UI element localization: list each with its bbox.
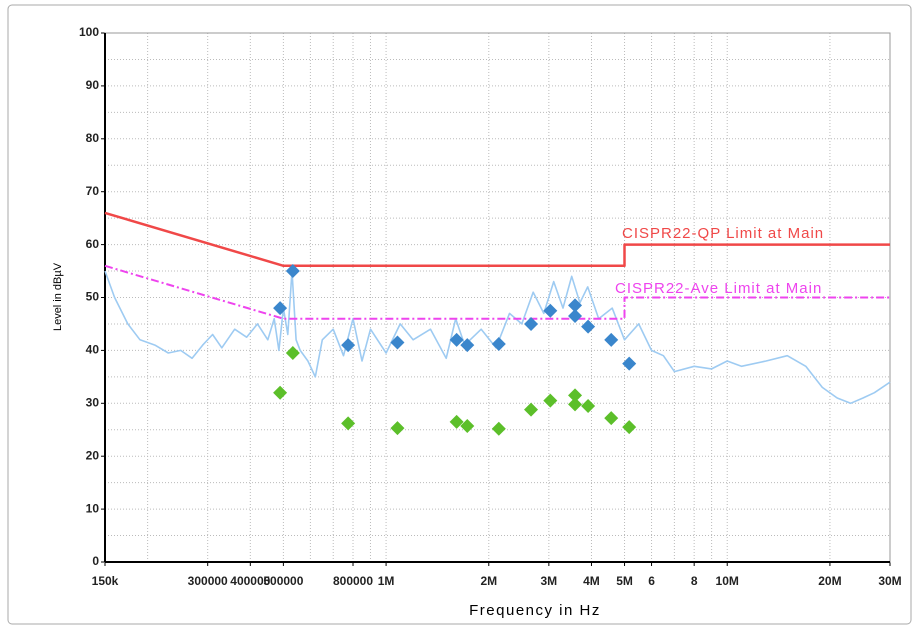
marker — [449, 414, 464, 429]
y-tick-label: 20 — [86, 448, 100, 462]
y-tick-label: 50 — [86, 290, 100, 304]
marker — [604, 332, 619, 347]
marker — [341, 338, 356, 353]
x-tick-label: 10M — [716, 574, 739, 588]
marker — [568, 388, 583, 403]
x-tick-label: 20M — [818, 574, 841, 588]
x-tick-label: 500000 — [263, 574, 303, 588]
y-tick-label: 80 — [86, 131, 100, 145]
y-tick-label: 40 — [86, 343, 100, 357]
x-tick-label: 4M — [583, 574, 600, 588]
marker — [390, 421, 405, 436]
marker — [460, 419, 475, 434]
marker — [622, 356, 637, 371]
annotation: CISPR22-QP Limit at Main — [622, 225, 824, 242]
y-tick-label: 10 — [86, 501, 100, 515]
y-tick-label: 30 — [86, 395, 100, 409]
marker — [622, 420, 637, 435]
y-tick-label: 0 — [92, 554, 99, 568]
series-line — [104, 211, 890, 268]
x-tick-label: 300000 — [188, 574, 228, 588]
marker — [341, 416, 356, 431]
y-axis-title: Level in dBµV — [52, 262, 64, 331]
marker — [568, 298, 583, 313]
marker — [285, 346, 300, 361]
y-tick-label: 70 — [86, 184, 100, 198]
x-tick-label: 3M — [541, 574, 558, 588]
x-tick-label: 8 — [691, 574, 698, 588]
marker — [491, 337, 506, 352]
marker — [543, 393, 558, 408]
marker — [449, 332, 464, 347]
marker — [581, 319, 596, 334]
marker — [390, 335, 405, 350]
marker — [568, 309, 583, 324]
marker — [604, 411, 619, 426]
x-tick-label: 6 — [648, 574, 655, 588]
x-tick-label: 800000 — [333, 574, 373, 588]
marker — [285, 264, 300, 279]
annotation: CISPR22-Ave Limit at Main — [615, 280, 822, 297]
x-tick-label: 2M — [480, 574, 497, 588]
x-tick-label: 1M — [378, 574, 395, 588]
marker — [524, 316, 539, 331]
marker — [581, 398, 596, 413]
x-tick-label: 400000 — [230, 574, 270, 588]
marker — [273, 385, 288, 400]
marker — [568, 397, 583, 412]
y-tick-label: 90 — [86, 78, 100, 92]
marker — [543, 303, 558, 318]
frame — [7, 4, 912, 625]
x-axis-title: Frequency in Hz — [469, 602, 601, 619]
marker — [460, 338, 475, 353]
y-tick-label: 60 — [86, 237, 100, 251]
marker — [273, 301, 288, 316]
series-line — [104, 264, 890, 320]
series-line — [104, 270, 891, 405]
y-tick-label: 100 — [79, 25, 99, 39]
x-tick-label: 30M — [878, 574, 901, 588]
x-tick-label: 5M — [616, 574, 633, 588]
marker — [524, 402, 539, 417]
x-tick-label: 150k — [92, 574, 119, 588]
marker — [491, 421, 506, 436]
